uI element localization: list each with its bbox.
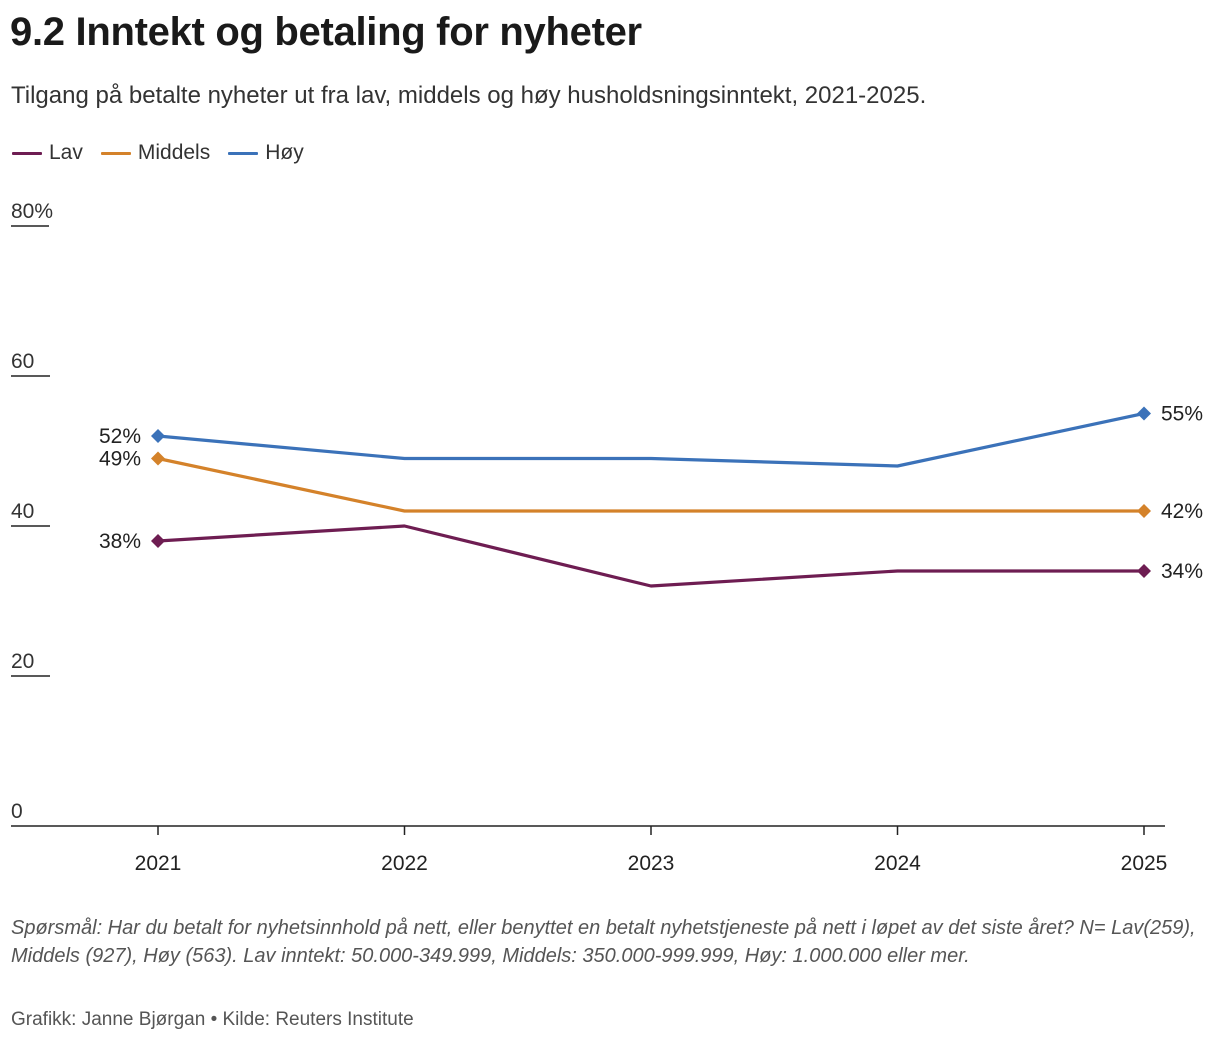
legend: Lav Middels Høy — [12, 141, 304, 165]
chart-title: 9.2 Inntekt og betaling for nyheter — [10, 10, 642, 54]
y-tick-label: 80% — [11, 200, 53, 223]
x-tick-label: 2025 — [1121, 852, 1168, 875]
series-line-høy — [156, 411, 1146, 468]
legend-label-hoy: Høy — [265, 141, 304, 164]
data-label-end: 42% — [1161, 500, 1203, 523]
data-label-start: 52% — [99, 425, 141, 448]
y-tick-label: 40 — [11, 500, 34, 523]
data-point-marker — [1137, 564, 1151, 578]
y-tick-label: 20 — [11, 650, 34, 673]
x-tick-label: 2021 — [135, 852, 182, 875]
data-label-start: 49% — [99, 448, 141, 471]
data-point-marker — [151, 429, 165, 443]
x-tick-label: 2024 — [874, 852, 921, 875]
legend-item-middels: Middels — [100, 141, 211, 165]
legend-item-hoy: Høy — [228, 141, 304, 165]
legend-swatch-hoy — [228, 151, 259, 155]
chart-subtitle: Tilgang på betalte nyheter ut fra lav, m… — [11, 82, 927, 109]
legend-swatch-lav — [12, 151, 42, 155]
y-tick-label: 0 — [11, 800, 23, 823]
data-point-marker — [151, 534, 165, 548]
data-label-start: 38% — [99, 530, 141, 553]
legend-label-middels: Middels — [137, 141, 211, 164]
data-label-end: 55% — [1161, 403, 1203, 426]
data-point-marker — [151, 451, 165, 466]
series-line-lav — [156, 524, 1146, 588]
series-line-middels — [156, 456, 1146, 513]
data-label-end: 34% — [1161, 560, 1203, 583]
legend-item-lav: Lav — [12, 141, 83, 165]
x-tick-label: 2023 — [628, 852, 675, 875]
legend-label-lav: Lav — [49, 141, 83, 164]
data-point-marker — [1137, 406, 1151, 421]
data-point-marker — [1137, 504, 1151, 518]
source-credit: Grafikk: Janne Bjørgan • Kilde: Reuters … — [11, 1009, 414, 1030]
survey-note: Spørsmål: Har du betalt for nyhetsinnhol… — [11, 917, 1196, 967]
y-tick-label: 60 — [11, 350, 34, 373]
x-tick-label: 2022 — [381, 852, 428, 875]
legend-swatch-middels — [100, 151, 131, 155]
